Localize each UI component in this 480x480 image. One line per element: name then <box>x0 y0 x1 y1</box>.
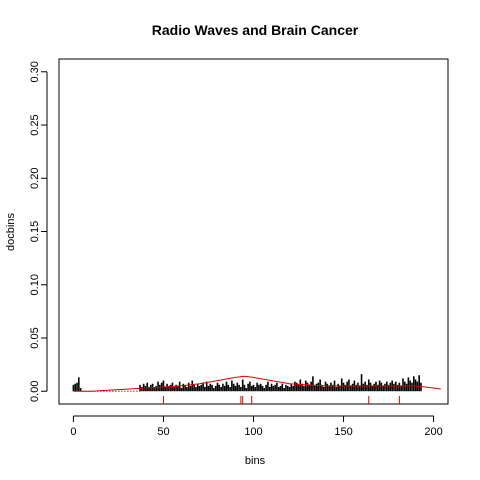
y-tick-label: 0.25 <box>29 114 41 135</box>
plot-frame <box>58 58 449 405</box>
y-tick-label: 0.00 <box>29 381 41 402</box>
x-tick-label: 0 <box>70 426 76 438</box>
x-axis-label: bins <box>245 455 266 467</box>
y-axis: 0.00 0.05 0.10 0.15 0.20 0.25 0.30 <box>29 61 48 402</box>
y-tick-label: 0.20 <box>29 168 41 189</box>
x-tick-label: 100 <box>244 426 262 438</box>
y-tick-label: 0.15 <box>29 221 41 242</box>
chart-title: Radio Waves and Brain Cancer <box>152 22 359 38</box>
x-tick-label: 200 <box>424 426 442 438</box>
y-tick-label: 0.30 <box>29 61 41 82</box>
rug-layer <box>162 396 400 404</box>
curve-layer <box>73 375 441 392</box>
x-tick-label: 50 <box>157 426 169 438</box>
y-tick-label: 0.05 <box>29 327 41 348</box>
y-axis-label: docbins <box>5 213 17 251</box>
x-axis: 0 50 100 150 200 <box>70 415 443 438</box>
x-tick-label: 150 <box>334 426 352 438</box>
y-tick-label: 0.10 <box>29 274 41 295</box>
density-curve <box>73 375 441 392</box>
